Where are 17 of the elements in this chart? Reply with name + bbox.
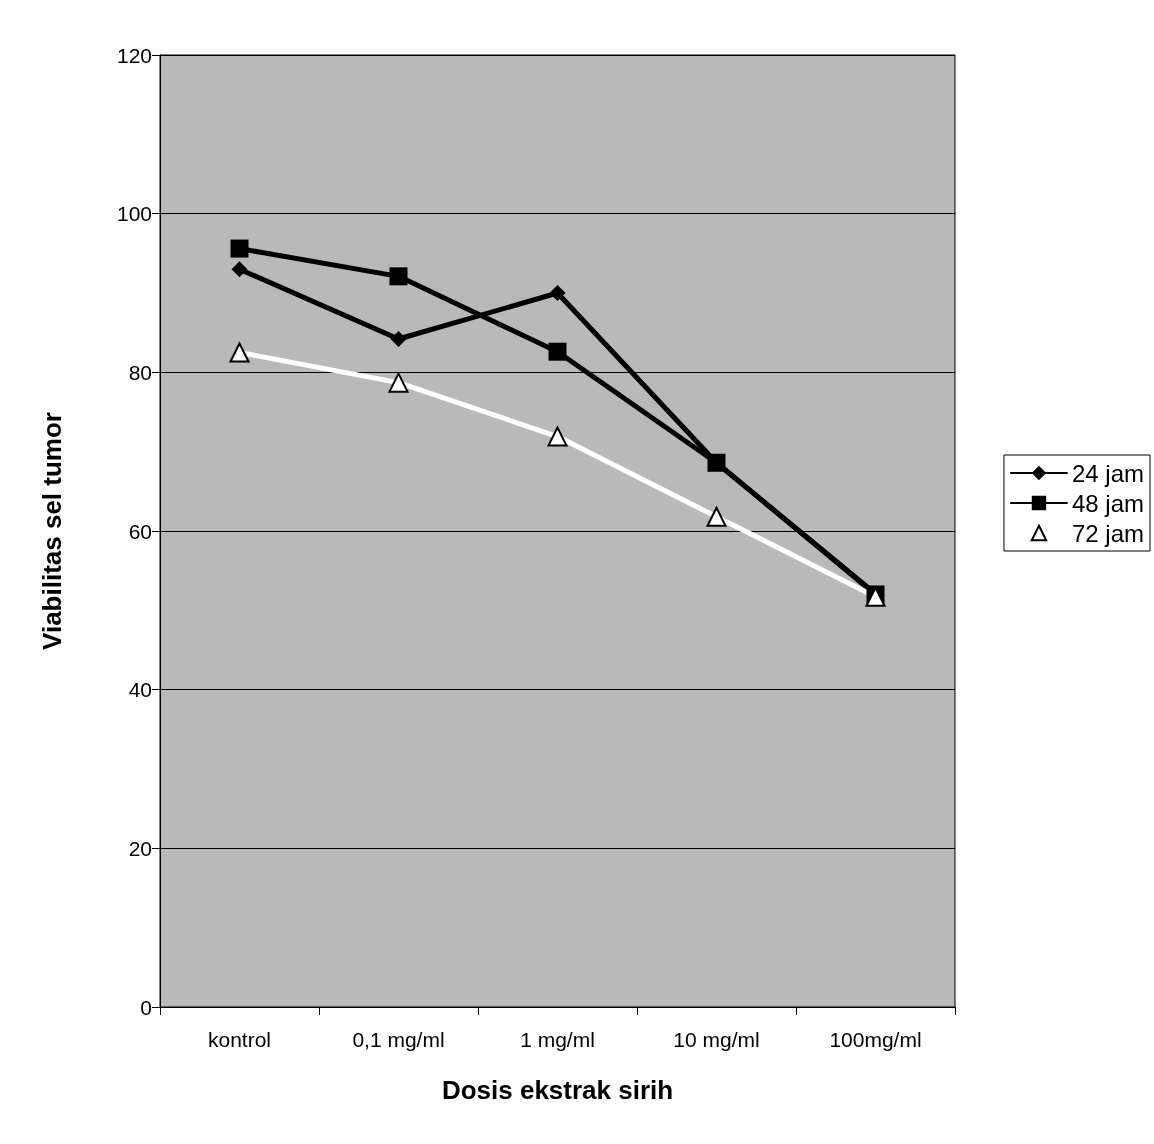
y-tick-label: 20 <box>128 836 152 860</box>
x-axis-title: Dosis ekstrak sirih <box>441 1075 674 1105</box>
y-tick-label: 0 <box>140 995 152 1019</box>
legend-label: 72 jam <box>1071 519 1145 547</box>
legend-label: 24 jam <box>1071 459 1145 487</box>
y-axis-title: Viabilitas sel tumor <box>37 412 67 650</box>
y-tick-label: 40 <box>128 678 152 702</box>
x-tick-label: 10 mg/ml <box>673 1028 760 1051</box>
y-tick-label: 120 <box>116 43 152 67</box>
x-tick-label: 100mg/ml <box>829 1028 922 1051</box>
x-tick-label: kontrol <box>207 1028 272 1051</box>
x-tick-label: 0,1 mg/ml <box>352 1028 445 1051</box>
y-tick-label: 100 <box>116 202 152 226</box>
x-tick-label: 1 mg/ml <box>520 1028 595 1051</box>
y-tick-label: 80 <box>128 360 152 384</box>
legend-label: 48 jam <box>1071 489 1145 517</box>
y-tick-label: 60 <box>128 519 152 543</box>
